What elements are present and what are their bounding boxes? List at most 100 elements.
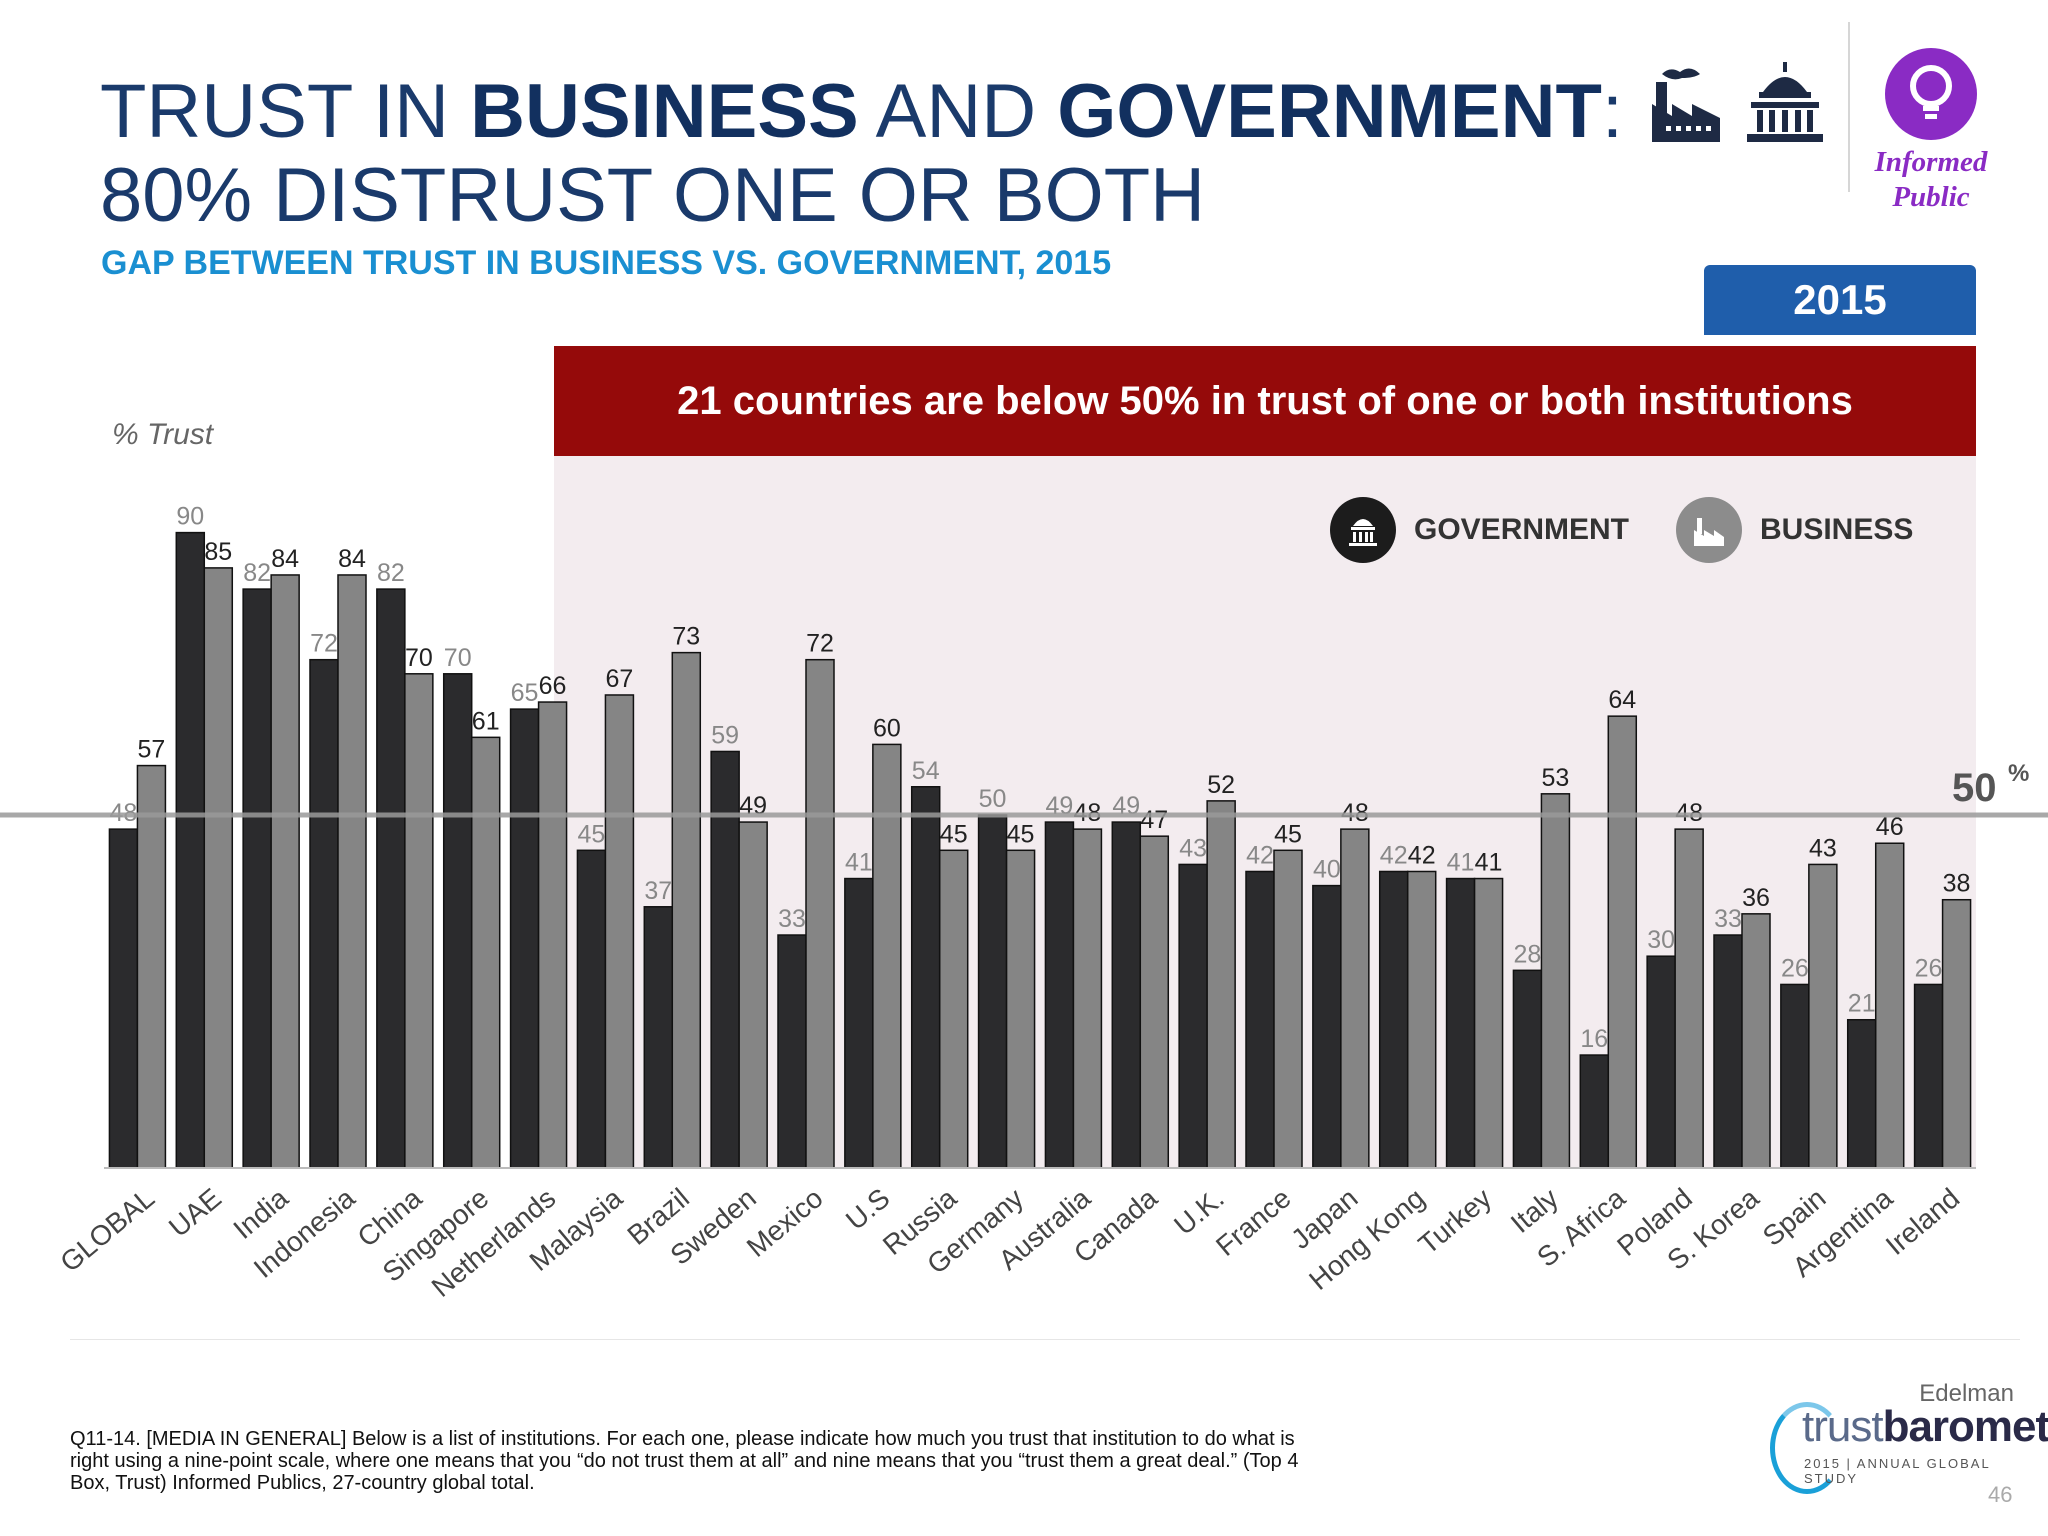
title-line2: 80% DISTRUST ONE OR BOTH: [100, 153, 1206, 238]
category-label-17: France: [1210, 1182, 1297, 1262]
bar-business-5: [470, 736, 501, 1169]
bar-business-7: [604, 694, 635, 1169]
reference-line-label-suffix: %: [2008, 760, 2029, 787]
bar-government-20: [1445, 877, 1476, 1169]
bar-business-11: [872, 743, 902, 1169]
bar-government-22: [1579, 1054, 1610, 1169]
bar-government-13: [977, 814, 1008, 1169]
bar-government-17: [1245, 870, 1275, 1169]
value-label-government-12: 54: [912, 757, 940, 785]
callout-banner: 21 countries are below 50% in trust of o…: [554, 346, 1976, 456]
bar-government-23: [1646, 955, 1676, 1169]
value-label-business-13: 45: [1007, 820, 1035, 848]
capitol-icon: [1745, 60, 1825, 144]
title-business: BUSINESS: [470, 69, 859, 154]
value-label-business-2: 84: [271, 545, 299, 573]
bar-government-12: [910, 786, 941, 1169]
value-label-business-4: 70: [405, 644, 433, 672]
trustbarometer-logo: Edelman trustbarometer 2015 | ANNUAL GLO…: [1760, 1380, 2048, 1494]
bar-business-26: [1874, 842, 1905, 1169]
bar-government-8: [643, 906, 674, 1169]
value-label-business-5: 61: [472, 707, 500, 735]
bar-government-18: [1312, 884, 1342, 1169]
bar-business-0: [136, 764, 167, 1169]
value-label-business-8: 73: [672, 623, 700, 651]
value-label-government-8: 37: [644, 877, 672, 905]
category-label-1: UAE: [163, 1182, 227, 1243]
value-label-government-10: 33: [778, 905, 806, 933]
bar-business-14: [1072, 828, 1103, 1169]
footnote: Q11-14. [MEDIA IN GENERAL] Below is a li…: [70, 1428, 1299, 1494]
value-label-business-7: 67: [606, 665, 634, 693]
bar-government-3: [309, 658, 339, 1169]
bar-government-9: [710, 750, 740, 1169]
value-label-business-26: 46: [1876, 813, 1904, 841]
bar-business-12: [938, 849, 969, 1169]
y-axis-label: % Trust: [112, 418, 214, 451]
bar-business-17: [1273, 849, 1303, 1169]
reference-line-label: 50: [1952, 766, 1997, 810]
value-label-business-22: 64: [1608, 686, 1636, 714]
category-label-10: Mexico: [741, 1182, 829, 1263]
year-tab[interactable]: 2015: [1704, 265, 1976, 335]
bar-business-6: [537, 701, 568, 1169]
bar-business-18: [1340, 828, 1370, 1169]
title-government: GOVERNMENT: [1057, 69, 1602, 154]
value-label-business-10: 72: [806, 630, 834, 658]
value-label-government-7: 45: [578, 820, 606, 848]
header-divider: [1848, 22, 1850, 192]
value-label-government-4: 82: [377, 559, 405, 587]
value-label-government-16: 43: [1179, 834, 1207, 862]
bar-business-3: [337, 574, 367, 1169]
value-label-business-0: 57: [138, 736, 166, 764]
value-label-government-17: 42: [1246, 841, 1274, 869]
value-label-government-23: 30: [1647, 926, 1675, 954]
bar-government-14: [1044, 821, 1075, 1169]
value-label-government-6: 65: [511, 679, 539, 707]
capitol-icon: [1330, 497, 1396, 563]
value-label-business-12: 45: [940, 820, 968, 848]
bar-government-27: [1913, 983, 1944, 1169]
value-label-business-24: 36: [1742, 884, 1770, 912]
legend-business: BUSINESS: [1676, 497, 1913, 563]
value-label-business-21: 53: [1542, 764, 1570, 792]
page-subtitle: GAP BETWEEN TRUST IN BUSINESS VS. GOVERN…: [101, 244, 1112, 282]
bar-government-16: [1178, 863, 1208, 1169]
bar-government-1: [175, 531, 206, 1169]
bar-government-21: [1512, 969, 1543, 1169]
bar-business-15: [1139, 835, 1170, 1169]
bar-business-10: [805, 658, 835, 1169]
value-label-government-25: 26: [1781, 954, 1809, 982]
value-label-government-11: 41: [845, 849, 873, 877]
bar-government-15: [1111, 821, 1142, 1169]
value-label-government-3: 72: [310, 630, 338, 658]
value-label-business-17: 45: [1274, 820, 1302, 848]
bar-business-2: [270, 574, 300, 1169]
bar-business-9: [738, 821, 768, 1169]
value-label-business-6: 66: [539, 672, 567, 700]
bar-business-24: [1741, 913, 1771, 1169]
value-label-business-16: 52: [1207, 771, 1235, 799]
bar-business-23: [1674, 828, 1704, 1169]
value-label-government-22: 16: [1580, 1025, 1608, 1053]
informed-public-badge: Informed Public: [1874, 146, 1988, 213]
value-label-business-1: 85: [204, 538, 232, 566]
bar-business-27: [1941, 898, 1972, 1169]
value-label-government-26: 21: [1848, 990, 1876, 1018]
bar-government-26: [1846, 1018, 1877, 1169]
value-label-government-5: 70: [444, 644, 472, 672]
value-label-government-18: 40: [1313, 856, 1341, 884]
bar-business-20: [1473, 877, 1504, 1169]
category-label-27: Ireland: [1880, 1182, 1966, 1261]
bar-business-25: [1808, 863, 1838, 1169]
bar-government-7: [576, 849, 607, 1169]
bar-business-19: [1406, 870, 1437, 1169]
value-label-government-19: 42: [1380, 841, 1408, 869]
value-label-government-27: 26: [1915, 954, 1943, 982]
value-label-government-24: 33: [1714, 905, 1742, 933]
value-label-business-11: 60: [873, 714, 901, 742]
bar-government-6: [509, 708, 540, 1169]
legend-government-label: GOVERNMENT: [1414, 513, 1630, 546]
bar-government-10: [777, 934, 807, 1169]
bar-business-1: [203, 567, 234, 1169]
